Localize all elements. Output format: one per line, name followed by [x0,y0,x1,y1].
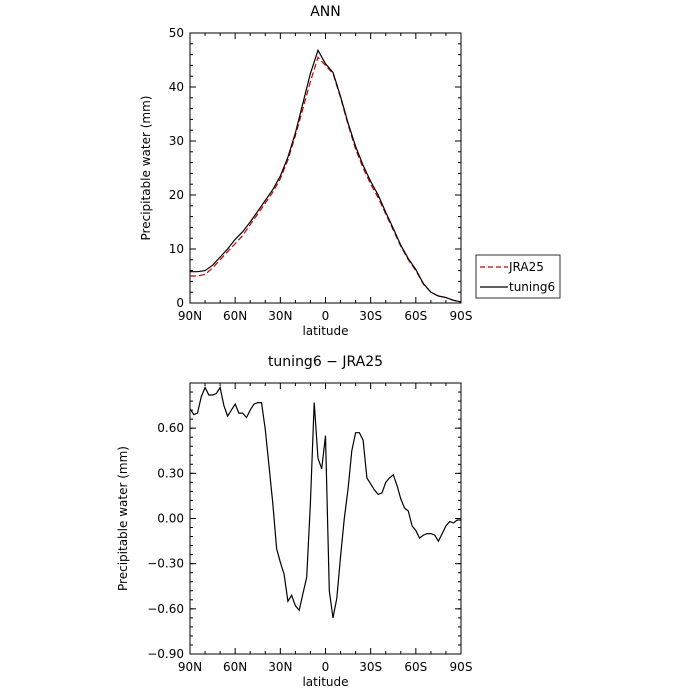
x-tick-label: 0 [322,660,330,674]
y-tick-label: 0 [176,296,184,310]
y-tick-label: 0.60 [157,421,184,435]
x-tick-label: 60S [404,660,427,674]
y-tick-label: 0.30 [157,466,184,480]
x-tick-label: 90N [178,660,202,674]
series-line-tuning6 [190,48,462,303]
x-tick-label: 90S [450,660,473,674]
x-tick-label: 30S [359,309,382,323]
top-panel-precipitable-water: 90N 60N 30N 0 30S 60S 90S 0 10 20 30 40 50 ANN latitud… [139,4,561,338]
x-axis-label: latitude [302,675,348,689]
y-axis-label: Precipitable water (mm) [139,96,153,241]
legend-label-jra25: JRA25 [508,260,544,274]
y-tick-label: 0.00 [157,512,184,526]
y-tick-label: −0.30 [147,557,184,571]
bottom-panel-difference: 90N 60N 30N 0 30S 60S 90S −0.90 −0.60 −0.30 0.00 0.… [116,354,472,689]
y-tick-label: −0.60 [147,602,184,616]
chart-title: tuning6 − JRA25 [268,354,383,370]
y-tick-label: 50 [169,26,184,40]
x-tick-label: 60N [223,309,247,323]
x-tick-label: 30S [359,660,382,674]
x-tick-label: 0 [322,309,330,323]
plot-frame [189,32,462,304]
y-tick-label: −0.90 [147,647,184,661]
y-tick-label: 20 [169,188,184,202]
x-tick-label: 60S [404,309,427,323]
chart-title: ANN [310,4,341,20]
x-tick-label: 30N [268,660,292,674]
y-axis-label: Precipitable water (mm) [116,446,130,591]
x-tick-label: 60N [223,660,247,674]
legend-box [475,254,561,299]
legend-label-tuning6: tuning6 [509,280,555,294]
x-tick-label: 30N [268,309,292,323]
x-tick-label: 90N [178,309,202,323]
series-line-difference [189,385,461,619]
legend: JRA25 tuning6 [475,254,561,299]
y-tick-label: 10 [169,242,184,256]
x-axis-label: latitude [302,324,348,338]
x-tick-label: 90S [450,309,473,323]
y-tick-label: 30 [169,134,184,148]
series-line-jra25 [190,56,462,303]
plot-frame [189,382,462,655]
y-tick-label: 40 [169,80,184,94]
